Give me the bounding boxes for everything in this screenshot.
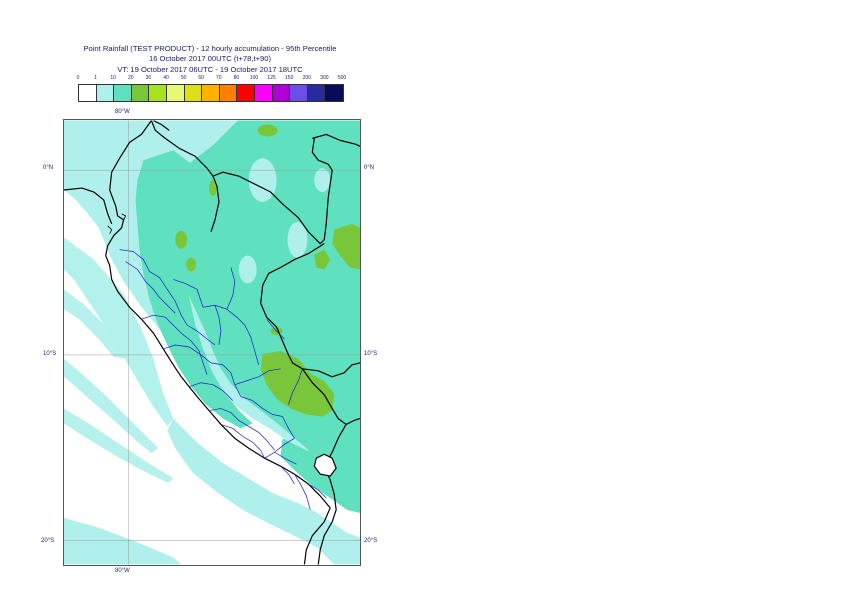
legend-swatch bbox=[79, 85, 97, 101]
legend-threshold-label: 60 bbox=[198, 75, 204, 81]
legend-swatch bbox=[254, 85, 273, 101]
rain-field-20-30-east bbox=[260, 350, 335, 417]
country-borders bbox=[64, 120, 360, 565]
legend-threshold-label: 30 bbox=[145, 75, 152, 81]
coastal-islands bbox=[107, 213, 127, 234]
legend-threshold-label: 150 bbox=[285, 75, 294, 81]
rain-patch-light-1 bbox=[248, 158, 277, 202]
legend-swatch bbox=[131, 85, 150, 101]
legend-threshold-label: 70 bbox=[216, 75, 222, 81]
lat-label-left-0: 0°N bbox=[43, 165, 54, 171]
rain-field-20-30-ne2 bbox=[314, 249, 331, 270]
title-line-1: Point Rainfall (TEST PRODUCT) - 12 hourl… bbox=[83, 44, 337, 53]
rain-band-coast-south bbox=[167, 418, 360, 565]
rain-band-west-1 bbox=[64, 237, 174, 427]
lat-label-left-20: 20°S bbox=[41, 538, 55, 544]
legend-threshold-label: 1 bbox=[94, 75, 97, 81]
rain-patch-light-2 bbox=[287, 221, 308, 258]
legend-threshold-label: 10 bbox=[110, 75, 116, 81]
title-line-2: 16 October 2017 00UTC (t+78,t+90) bbox=[149, 54, 271, 64]
legend-threshold-label: 100 bbox=[249, 75, 259, 81]
legend-swatch bbox=[149, 85, 167, 101]
map-title: Point Rainfall (TEST PRODUCT) - 12 hourl… bbox=[40, 44, 380, 75]
lat-label-right-20: 20°S bbox=[364, 538, 378, 544]
legend-threshold-label: 0 bbox=[76, 75, 80, 81]
map-panel: 80°W 80°W 0°N 10°S 20°S 0°N 10°S 20°S bbox=[41, 109, 377, 574]
rain-band-west-4 bbox=[64, 408, 174, 484]
lat-label-right-0: 0°N bbox=[364, 165, 375, 171]
legend-swatch bbox=[307, 85, 326, 101]
color-legend: 0 1 10 20 30 40 50 60 70 80 100 125 150 200 300 500 bbox=[76, 75, 348, 103]
legend-swatch bbox=[325, 85, 343, 101]
region-borders bbox=[119, 249, 327, 510]
title-line-3: VT: 19 October 2017 06UTC - 19 October 2… bbox=[117, 64, 303, 74]
legend-threshold-label: 125 bbox=[267, 75, 276, 81]
rain-field-10-20-south bbox=[280, 438, 360, 513]
rain-band-southwest bbox=[64, 517, 182, 565]
rain-patch-green-2 bbox=[186, 257, 197, 272]
rain-field-10-20-andes bbox=[135, 150, 253, 429]
rain-field-10-20-north bbox=[145, 155, 172, 191]
legend-swatch bbox=[202, 85, 220, 101]
legend-threshold-labels: 0 1 10 20 30 40 50 60 70 80 100 125 150 200 300 500 bbox=[76, 75, 348, 83]
legend-swatch bbox=[237, 85, 255, 101]
rainfall-map bbox=[63, 119, 361, 566]
legend-threshold-label: 40 bbox=[163, 75, 169, 81]
rain-patch-green-3 bbox=[209, 180, 217, 196]
legend-threshold-label: 200 bbox=[302, 75, 311, 81]
legend-swatch bbox=[219, 85, 238, 101]
legend-threshold-label: 500 bbox=[337, 75, 347, 81]
legend-swatch bbox=[166, 85, 185, 101]
legend-swatches bbox=[78, 84, 344, 102]
lat-label-right-10: 10°S bbox=[364, 351, 378, 357]
lon-label-bottom: 80°W bbox=[115, 568, 130, 574]
rain-patch-light-4 bbox=[314, 168, 331, 193]
legend-swatch bbox=[96, 85, 115, 101]
legend-swatch bbox=[272, 85, 291, 101]
rain-patch-light-3 bbox=[238, 255, 257, 284]
legend-swatch bbox=[184, 85, 203, 101]
lat-label-left-10: 10°S bbox=[43, 351, 57, 357]
legend-threshold-label: 300 bbox=[320, 75, 329, 81]
legend-threshold-label: 50 bbox=[180, 75, 187, 81]
rain-band-west-2 bbox=[64, 289, 126, 359]
legend-swatch bbox=[114, 85, 132, 101]
rain-patch-green-1 bbox=[175, 230, 188, 249]
lon-label-top: 80°W bbox=[115, 109, 130, 115]
legend-threshold-label: 20 bbox=[128, 75, 134, 81]
rain-field-20-30-ne bbox=[332, 223, 360, 270]
legend-swatch bbox=[290, 85, 308, 101]
legend-threshold-label: 80 bbox=[233, 75, 240, 81]
rain-patch-green-5 bbox=[257, 124, 278, 137]
rain-band-west-3 bbox=[64, 358, 159, 454]
